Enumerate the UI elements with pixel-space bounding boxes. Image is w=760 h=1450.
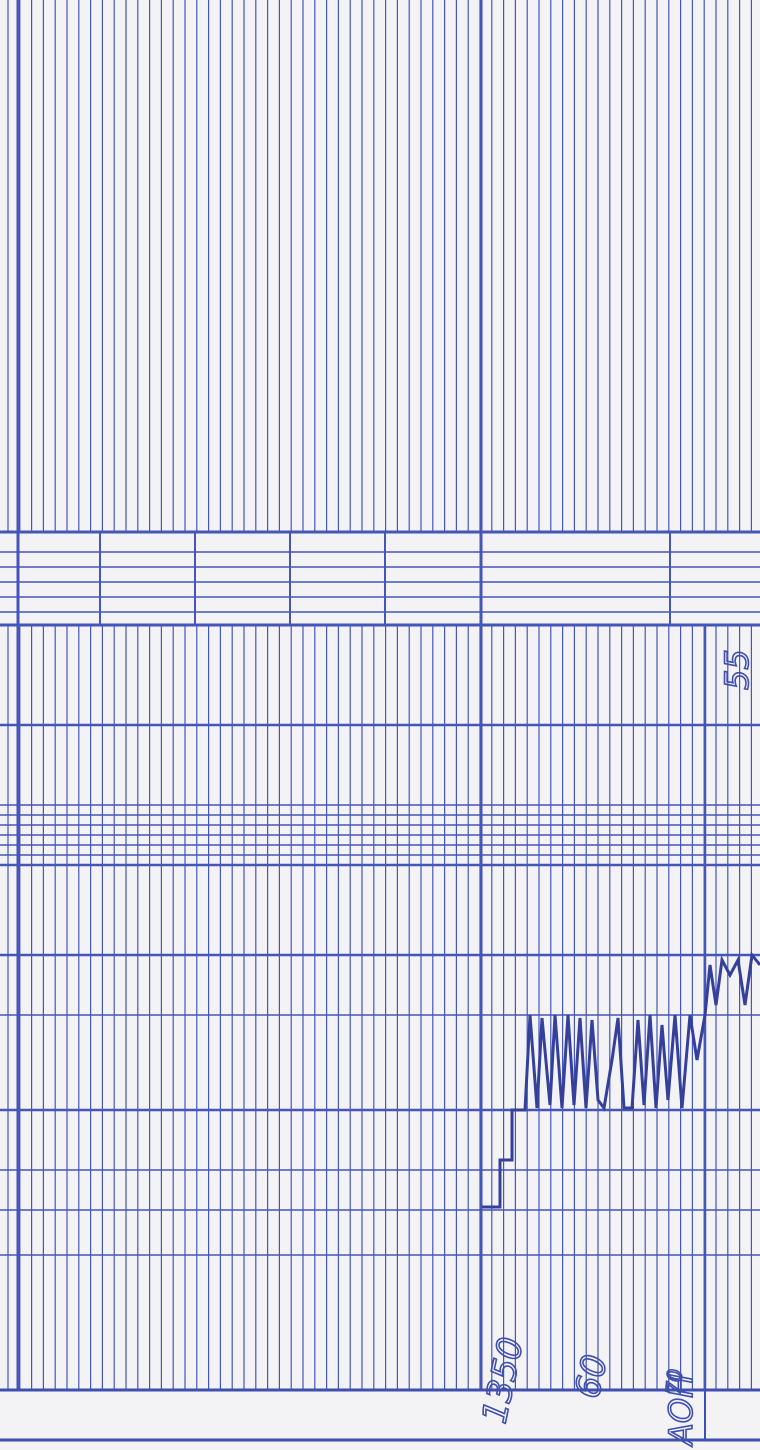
chart-paper: 1350 60 70 АОН 55: [0, 0, 760, 1450]
handwritten-label: АОН: [662, 1374, 700, 1447]
handwritten-note: 55: [718, 649, 756, 690]
